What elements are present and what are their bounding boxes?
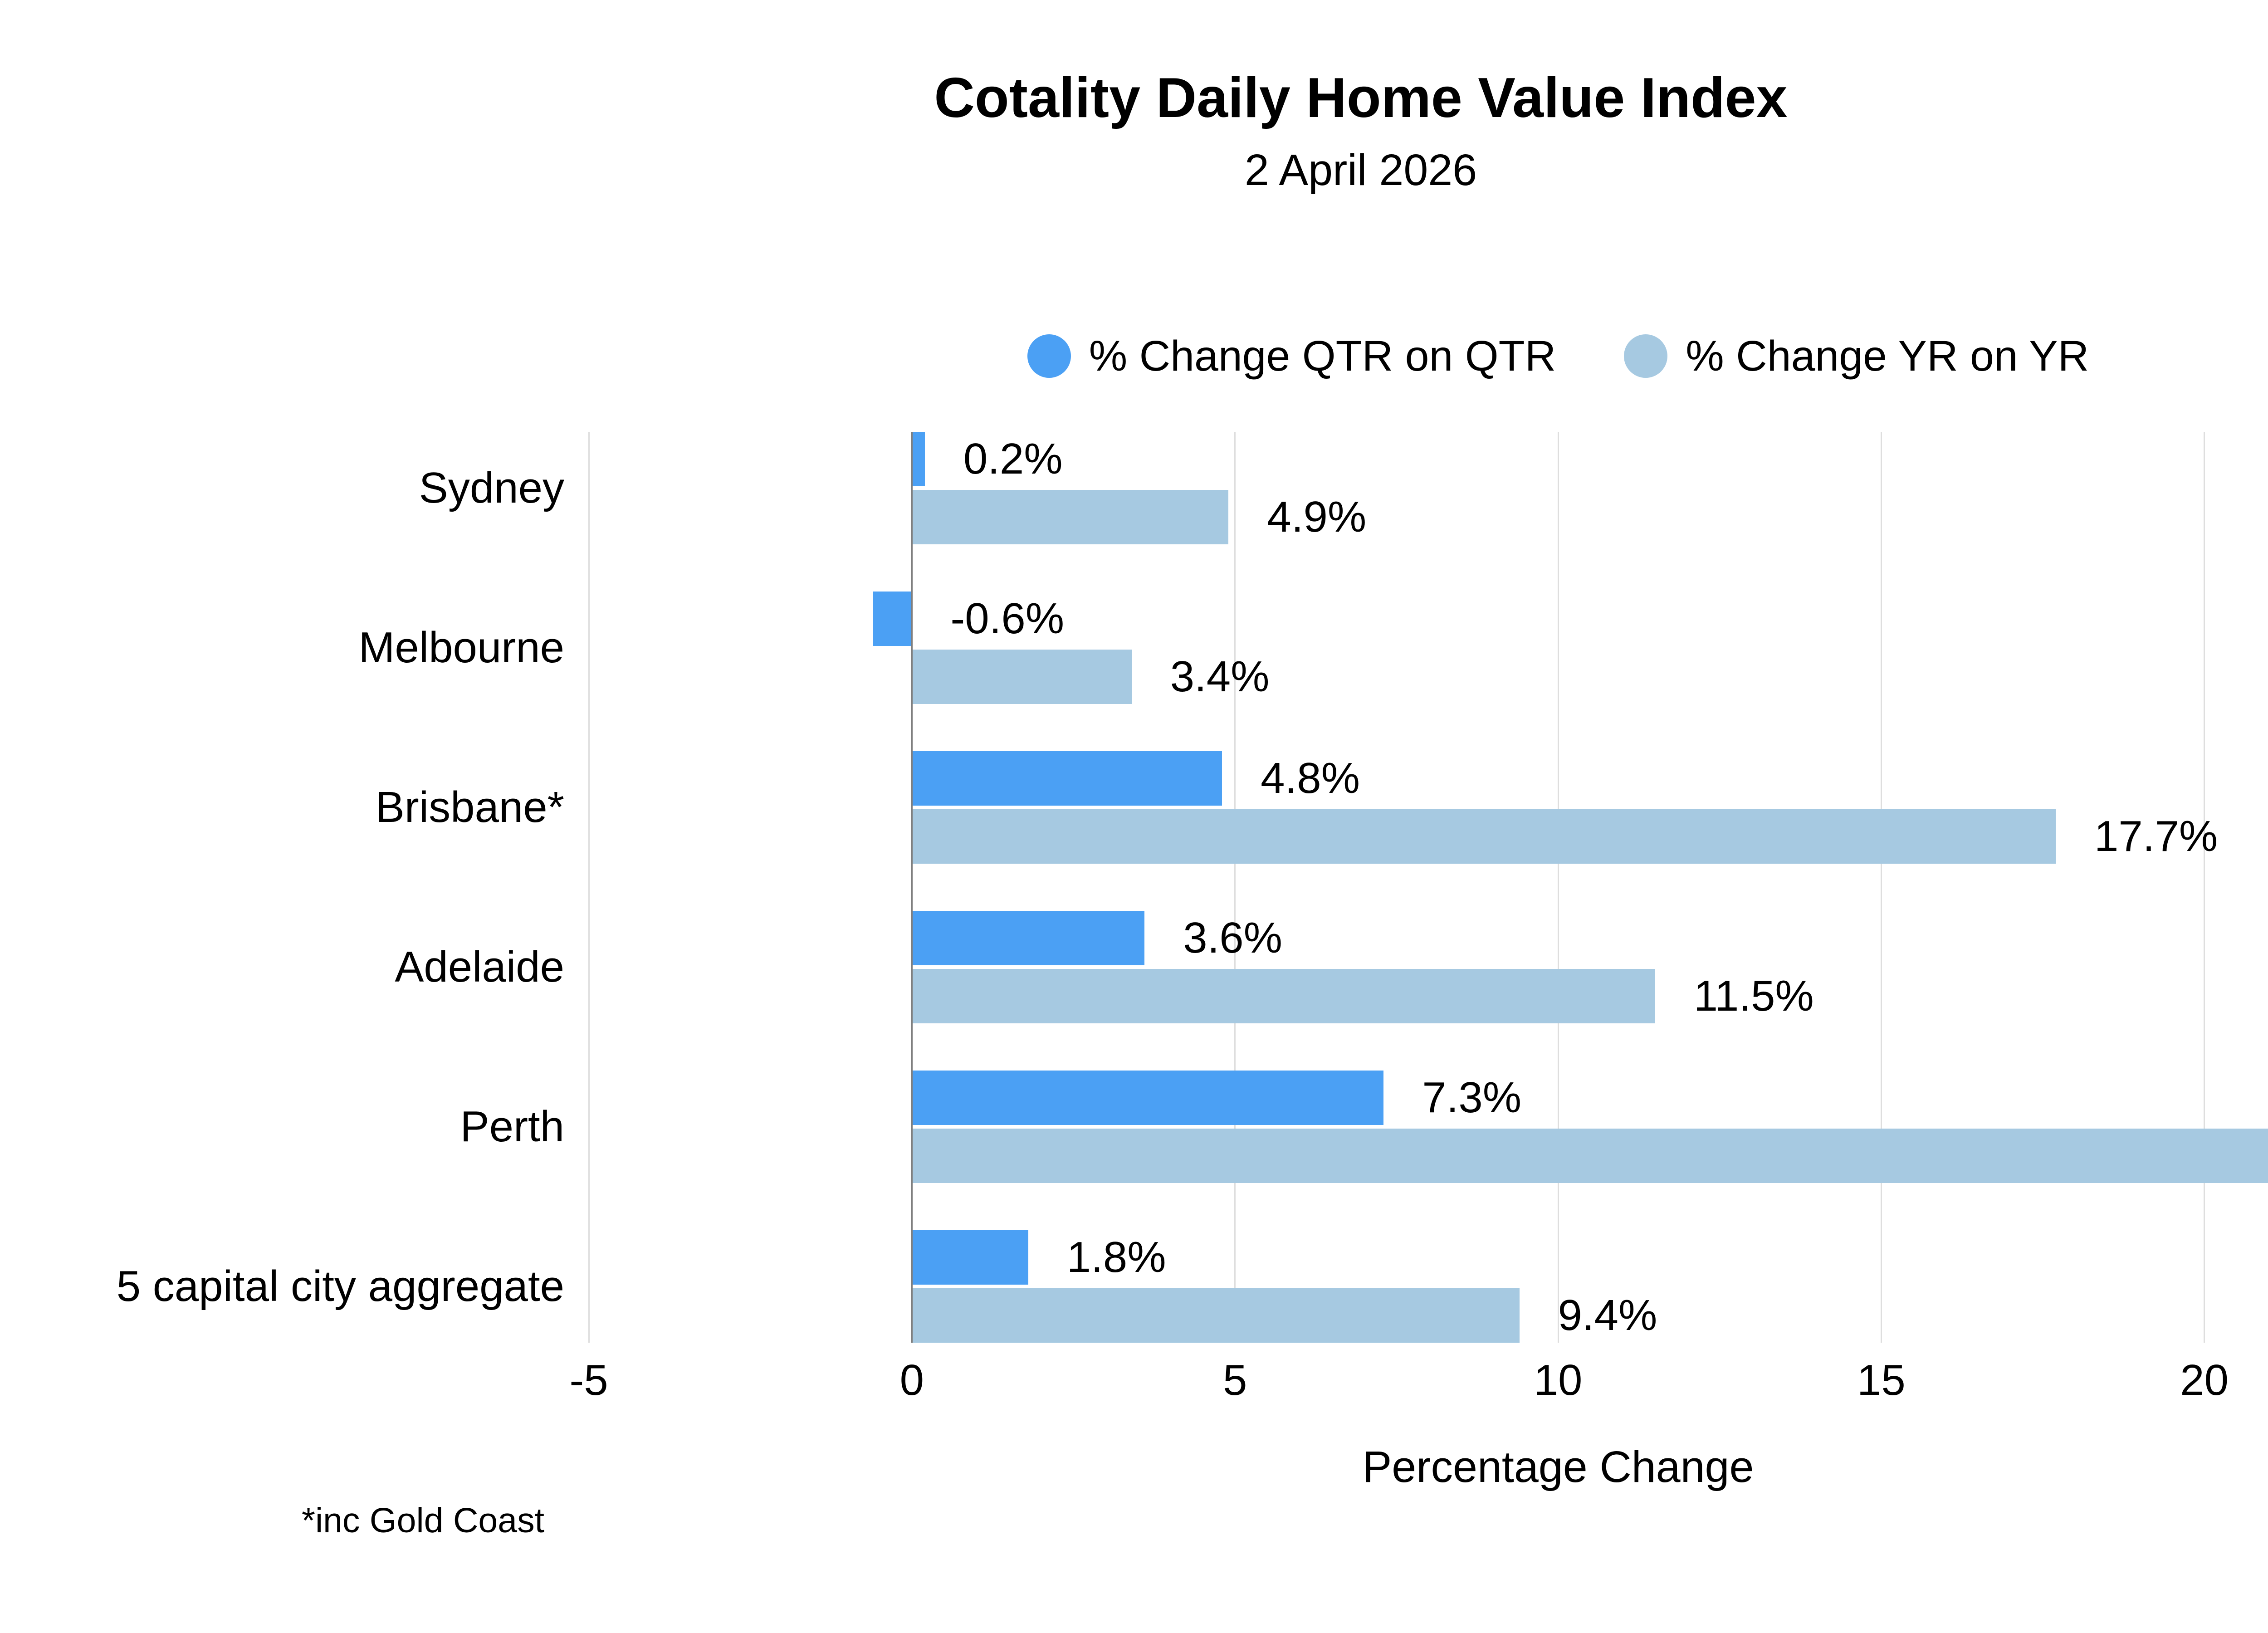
legend-item-change-qtr-on-qtr: % Change QTR on QTR [1027, 332, 1556, 381]
x-tick-label--5: -5 [569, 1356, 608, 1404]
bar-change-qtr-on-qtr-perth [912, 1071, 1384, 1125]
gridline-10 [1557, 432, 1559, 1343]
value-label-change-qtr-on-qtr-perth: 7.3% [1422, 1073, 1522, 1122]
legend-label: % Change YR on YR [1686, 332, 2089, 380]
bar-change-yr-on-yr-adelaide [912, 969, 1655, 1023]
bar-change-qtr-on-qtr-adelaide [912, 911, 1145, 965]
bar-change-yr-on-yr-melbourne [912, 650, 1132, 704]
legend-dot-icon [1027, 334, 1071, 378]
category-label-sydney: Sydney [419, 464, 564, 512]
gridline-15 [1880, 432, 1882, 1343]
footnote: *inc Gold Coast [302, 1501, 544, 1540]
bar-change-yr-on-yr-perth [912, 1129, 2268, 1183]
x-tick-label-20: 20 [2180, 1356, 2229, 1404]
x-tick-label-10: 10 [1534, 1356, 1583, 1404]
value-label-change-qtr-on-qtr-5-capital-city-aggregate: 1.8% [1066, 1233, 1166, 1281]
value-label-change-yr-on-yr-adelaide: 11.5% [1693, 972, 1814, 1020]
legend-label: % Change QTR on QTR [1089, 332, 1556, 380]
chart-subtitle: 2 April 2026 [1244, 145, 1477, 195]
bar-change-qtr-on-qtr-5-capital-city-aggregate [912, 1230, 1028, 1285]
bar-change-qtr-on-qtr-melbourne [873, 592, 912, 646]
value-label-change-yr-on-yr-sydney: 4.9% [1267, 493, 1367, 541]
gridline-5 [1234, 432, 1236, 1343]
value-label-change-yr-on-yr-5-capital-city-aggregate: 9.4% [1558, 1291, 1657, 1340]
value-label-change-qtr-on-qtr-sydney: 0.2% [963, 435, 1063, 483]
gridline--5 [588, 432, 590, 1343]
bar-change-qtr-on-qtr-sydney [912, 432, 925, 486]
x-tick-label-15: 15 [1857, 1356, 1906, 1404]
legend-dot-icon [1624, 334, 1668, 378]
bar-change-yr-on-yr-5-capital-city-aggregate [912, 1288, 1520, 1343]
value-label-change-qtr-on-qtr-melbourne: -0.6% [950, 594, 1065, 643]
category-label-adelaide: Adelaide [395, 943, 564, 991]
chart-title: Cotality Daily Home Value Index [934, 67, 1788, 129]
bar-change-yr-on-yr-brisbane [912, 809, 2056, 864]
x-axis-title: Percentage Change [1362, 1442, 1754, 1491]
category-label-melbourne: Melbourne [358, 623, 564, 672]
category-label-5-capital-city-aggregate: 5 capital city aggregate [116, 1262, 564, 1310]
category-label-perth: Perth [460, 1102, 564, 1151]
bar-change-yr-on-yr-sydney [912, 490, 1229, 544]
gridline-20 [2204, 432, 2205, 1343]
zero-axis-line [911, 432, 913, 1343]
value-label-change-qtr-on-qtr-brisbane: 4.8% [1261, 754, 1360, 802]
category-label-brisbane: Brisbane* [375, 783, 564, 831]
legend-item-change-yr-on-yr: % Change YR on YR [1624, 332, 2089, 381]
chart-legend: % Change QTR on QTR % Change YR on YR [589, 331, 2268, 381]
value-label-change-yr-on-yr-melbourne: 3.4% [1170, 652, 1270, 701]
value-label-change-yr-on-yr-brisbane: 17.7% [2094, 812, 2218, 861]
value-label-change-qtr-on-qtr-adelaide: 3.6% [1183, 914, 1283, 962]
bar-change-qtr-on-qtr-brisbane [912, 751, 1222, 806]
x-tick-label-5: 5 [1222, 1356, 1247, 1404]
x-tick-label-0: 0 [899, 1356, 924, 1404]
